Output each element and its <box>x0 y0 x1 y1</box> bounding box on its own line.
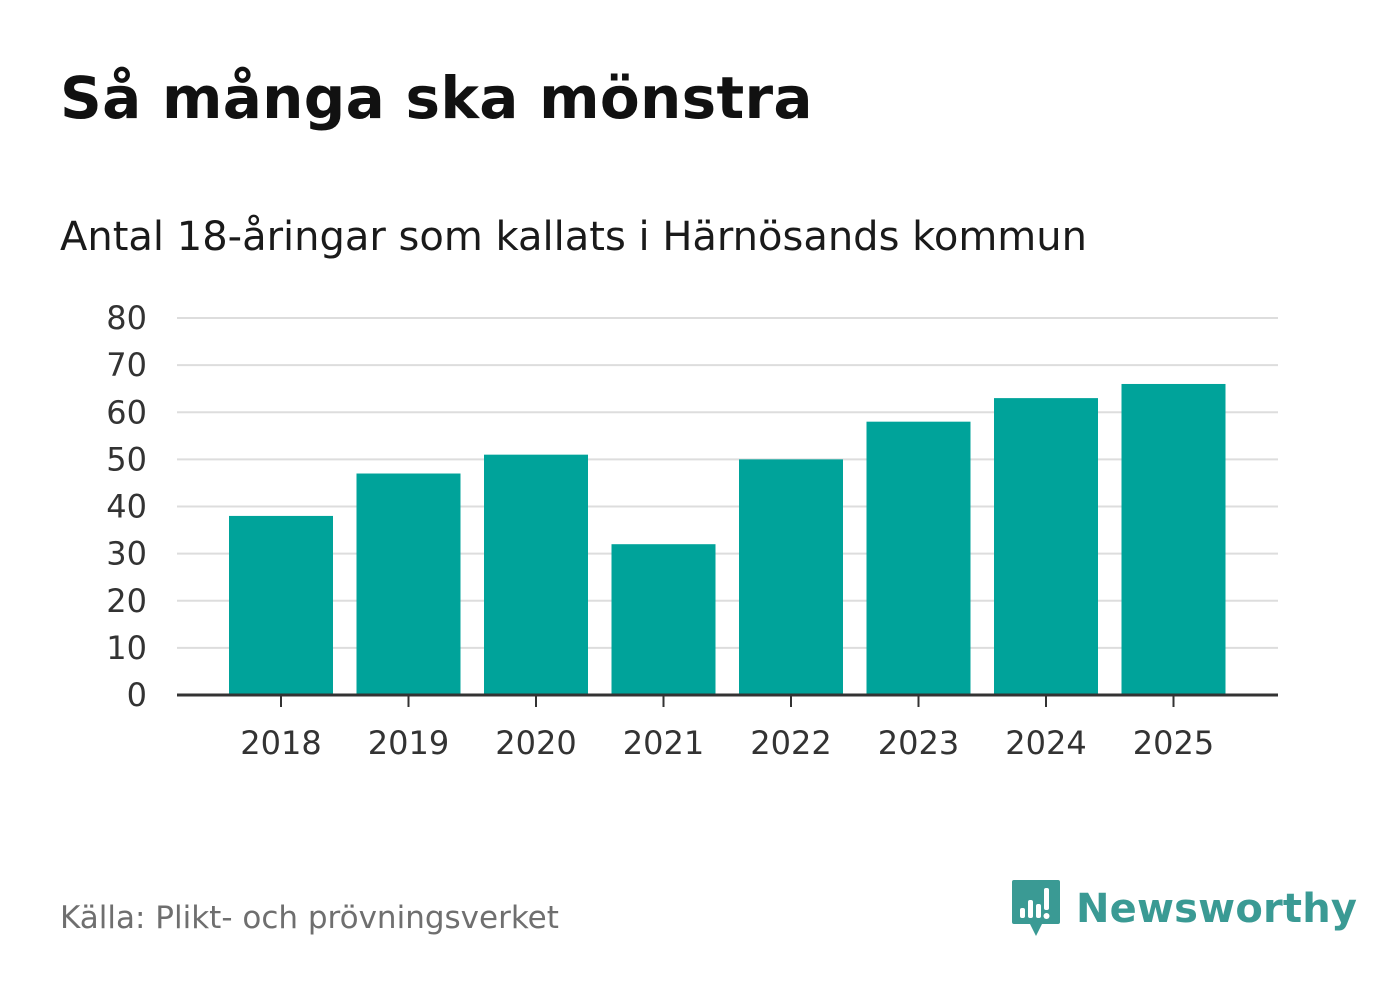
y-tick-label: 10 <box>106 629 147 667</box>
newsworthy-logo-icon <box>1012 880 1060 936</box>
x-axis <box>177 693 1278 707</box>
bar-2024 <box>994 398 1098 695</box>
y-tick-label: 20 <box>106 582 147 620</box>
bar-2018 <box>229 515 333 695</box>
bar-2022 <box>739 459 843 695</box>
gridlines <box>177 317 1278 649</box>
y-tick-label: 60 <box>106 393 147 431</box>
x-tick-label: 2024 <box>1005 724 1086 762</box>
x-tick-label: 2020 <box>495 724 576 762</box>
x-axis-ticks: 2018 2019 2020 2021 2022 2023 2024 2025 <box>240 724 1214 762</box>
brand-logo-group: Newsworthy <box>1010 878 1357 940</box>
y-tick-label: 50 <box>106 440 147 478</box>
x-tick-label: 2023 <box>878 724 959 762</box>
y-tick-label: 0 <box>127 676 147 714</box>
x-tick-label: 2019 <box>368 724 449 762</box>
x-tick-label: 2025 <box>1133 724 1214 762</box>
bar-2019 <box>356 473 461 695</box>
x-tick-label: 2022 <box>750 724 831 762</box>
y-tick-label: 40 <box>106 488 147 526</box>
y-axis-ticks: 0 10 20 30 40 50 60 70 80 <box>106 299 147 714</box>
bar-2020 <box>484 454 588 695</box>
source-note: Källa: Plikt- och prövningsverket <box>60 900 559 936</box>
y-tick-label: 70 <box>106 346 147 384</box>
chart-title: Så många ska mönstra <box>60 64 813 132</box>
bars <box>229 383 1226 695</box>
y-tick-label: 80 <box>106 299 147 337</box>
bar-2021 <box>611 544 716 695</box>
brand-name: Newsworthy <box>1076 886 1358 932</box>
x-tick-label: 2021 <box>623 724 704 762</box>
chart-subtitle: Antal 18-åringar som kallats i Härnösand… <box>60 214 1087 260</box>
bar-2025 <box>1121 383 1226 695</box>
bar-2023 <box>866 421 971 695</box>
y-tick-label: 30 <box>106 535 147 573</box>
x-tick-label: 2018 <box>240 724 321 762</box>
